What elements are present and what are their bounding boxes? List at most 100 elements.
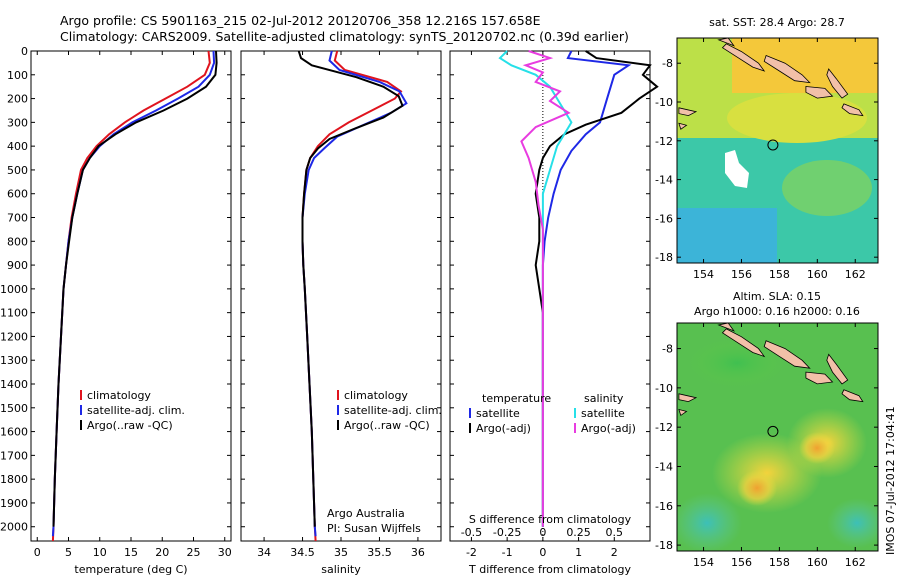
y-tick-label: 1700 bbox=[0, 449, 28, 462]
panel-frame-difference bbox=[449, 50, 651, 542]
y-tick-label: 1400 bbox=[0, 378, 28, 391]
x-axis-label: salinity bbox=[321, 563, 361, 576]
series-line-argo-raw-qc- bbox=[297, 50, 404, 527]
y-tick-label: 900 bbox=[7, 259, 28, 272]
map-x-tick-label: 154 bbox=[693, 556, 714, 569]
y-tick-label: 100 bbox=[7, 69, 28, 82]
map-frame-sla bbox=[676, 322, 879, 552]
x-tick-label: 35.5 bbox=[367, 546, 392, 559]
sla-map-subtitle: Argo h1000: 0.16 h2000: 0.16 bbox=[694, 305, 860, 318]
x-axis-label: T difference from climatology bbox=[468, 563, 631, 576]
sst-mid-region bbox=[782, 160, 872, 216]
map-y-tick-label: -14 bbox=[655, 460, 673, 473]
sla-low-region bbox=[827, 498, 878, 548]
map-y-tick-label: -8 bbox=[662, 57, 673, 70]
y-tick-label: 1800 bbox=[0, 473, 28, 486]
map-x-tick-label: 156 bbox=[731, 268, 752, 281]
map-y-tick-label: -18 bbox=[655, 539, 673, 552]
x-tick-label: 30 bbox=[218, 546, 232, 559]
x-tick-label: 1 bbox=[575, 546, 582, 559]
sla-peak-region bbox=[737, 470, 777, 506]
sla-low-region bbox=[687, 338, 787, 388]
map-x-tick-label: 158 bbox=[769, 268, 790, 281]
map-y-tick-label: -10 bbox=[655, 96, 673, 109]
sst-map-title: sat. SST: 28.4 Argo: 28.7 bbox=[709, 16, 845, 29]
map-x-tick-label: 156 bbox=[731, 556, 752, 569]
x-tick-label: 35 bbox=[334, 546, 348, 559]
map-x-tick-label: 162 bbox=[845, 268, 866, 281]
legend-label: satellite-adj. clim. bbox=[87, 404, 185, 417]
sla-peak-region bbox=[799, 432, 835, 464]
annotation-pi: PI: Susan Wijffels bbox=[327, 522, 421, 535]
x-tick-label: 5 bbox=[65, 546, 72, 559]
map-y-tick-label: -16 bbox=[655, 212, 673, 225]
island-shape bbox=[678, 408, 688, 417]
y-tick-label: 800 bbox=[7, 235, 28, 248]
series-line-argo-raw-qc- bbox=[52, 50, 218, 527]
footer-timestamp: IMOS 07-Jul-2012 17:04:41 bbox=[884, 406, 897, 555]
map-x-tick-label: 160 bbox=[807, 268, 828, 281]
y-tick-label: 300 bbox=[7, 116, 28, 129]
island-shape bbox=[678, 122, 688, 130]
map-frame-sst bbox=[676, 37, 879, 264]
island-shape bbox=[805, 371, 834, 385]
sst-missing-data bbox=[725, 150, 749, 188]
sst-cool-region bbox=[677, 208, 777, 263]
s-tick-label: -0.5 bbox=[461, 526, 482, 539]
series-line-climatology bbox=[301, 50, 403, 542]
legend-label: Argo(..raw -QC) bbox=[344, 419, 430, 432]
island-shape bbox=[678, 107, 698, 117]
y-tick-label: 600 bbox=[7, 188, 28, 201]
island-shape bbox=[717, 323, 736, 332]
x-tick-label: 36 bbox=[411, 546, 425, 559]
series-line-t-satellite bbox=[541, 50, 632, 527]
argo-position-marker bbox=[767, 139, 779, 151]
series-line-satellite-adj-clim- bbox=[301, 50, 408, 537]
map-y-tick-label: -18 bbox=[655, 251, 673, 264]
legend-label: satellite-adj. clim. bbox=[344, 404, 442, 417]
map-y-tick-label: -14 bbox=[655, 174, 673, 187]
x-tick-label: 10 bbox=[93, 546, 107, 559]
s-tick-label: 0.5 bbox=[606, 526, 624, 539]
sla-map-title: Altim. SLA: 0.15 bbox=[733, 290, 821, 303]
x-tick-label: 0 bbox=[34, 546, 41, 559]
y-tick-label: 2000 bbox=[0, 521, 28, 534]
argo-position-marker bbox=[767, 425, 779, 437]
annotation-institution: Argo Australia bbox=[327, 507, 405, 520]
island-shape bbox=[721, 43, 766, 72]
s-tick-label: 0.25 bbox=[566, 526, 591, 539]
legend-label: Argo(-adj) bbox=[581, 422, 636, 435]
y-tick-label: 1300 bbox=[0, 354, 28, 367]
x-tick-label: -1 bbox=[502, 546, 513, 559]
island-shape bbox=[841, 389, 864, 403]
y-tick-label: 500 bbox=[7, 164, 28, 177]
island-shape bbox=[763, 340, 811, 369]
series-line-t-argo-adj- bbox=[534, 50, 659, 527]
figure-title-line1: Argo profile: CS 5901163_215 02-Jul-2012… bbox=[60, 13, 541, 28]
legend-label: satellite bbox=[476, 407, 520, 420]
y-tick-label: 0 bbox=[21, 45, 28, 58]
map-y-tick-label: -12 bbox=[655, 421, 673, 434]
s-tick-label: 0 bbox=[539, 526, 546, 539]
map-y-tick-label: -8 bbox=[662, 343, 673, 356]
y-tick-label: 1900 bbox=[0, 497, 28, 510]
legend-label: Argo(..raw -QC) bbox=[87, 419, 173, 432]
legend-header-salinity: salinity bbox=[584, 392, 624, 405]
map-y-tick-label: -16 bbox=[655, 500, 673, 513]
map-x-tick-label: 162 bbox=[845, 556, 866, 569]
legend-label: climatology bbox=[87, 389, 151, 402]
island-shape bbox=[678, 393, 698, 403]
island-shape bbox=[721, 328, 766, 358]
series-line-s-argo-adj- bbox=[520, 50, 571, 527]
x-axis-label: temperature (deg C) bbox=[74, 563, 187, 576]
y-tick-label: 1200 bbox=[0, 330, 28, 343]
series-line-s-satellite bbox=[498, 50, 573, 527]
island-shape bbox=[826, 353, 849, 385]
map-x-tick-label: 160 bbox=[807, 556, 828, 569]
x-tick-label: 20 bbox=[155, 546, 169, 559]
map-y-tick-label: -12 bbox=[655, 135, 673, 148]
island-shape bbox=[841, 103, 864, 117]
legend-label: climatology bbox=[344, 389, 408, 402]
map-x-tick-label: 158 bbox=[769, 556, 790, 569]
y-tick-label: 1000 bbox=[0, 283, 28, 296]
